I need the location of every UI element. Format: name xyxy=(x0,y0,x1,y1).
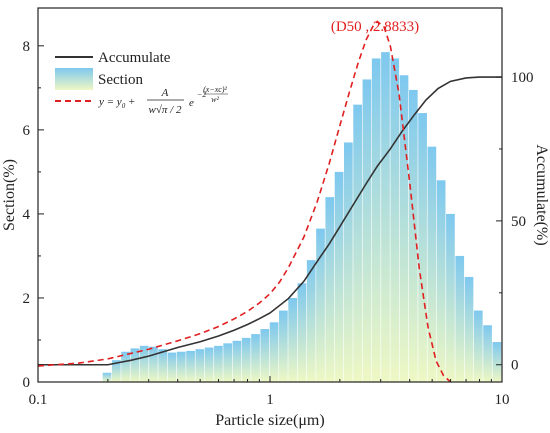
x-axis-title: Particle size(μm) xyxy=(215,412,324,429)
section-bar xyxy=(473,310,483,382)
d50-annotation: (D50 , 2.8833) xyxy=(331,19,419,35)
svg-text:y = y0 +: y = y0 + xyxy=(98,96,135,110)
section-bar xyxy=(251,334,260,382)
y-right-tick-label: 100 xyxy=(511,70,534,86)
section-bar xyxy=(436,180,446,382)
section-bar xyxy=(501,354,502,382)
section-bar xyxy=(306,260,316,382)
section-bar xyxy=(408,89,418,382)
section-bar xyxy=(232,340,242,382)
x-tick-label: 0.1 xyxy=(29,392,48,408)
section-bar xyxy=(455,255,465,382)
section-bar xyxy=(223,343,233,382)
section-bar xyxy=(399,75,409,382)
x-tick-label: 1 xyxy=(266,392,274,408)
section-bar xyxy=(269,322,279,382)
svg-text:(x−xc)²: (x−xc)² xyxy=(203,85,227,94)
svg-text:w²: w² xyxy=(211,95,219,104)
section-bar xyxy=(492,342,502,382)
svg-text:−2: −2 xyxy=(197,90,206,99)
section-bar xyxy=(530,378,539,382)
section-bar xyxy=(362,79,372,382)
accumulate-line xyxy=(38,76,502,366)
section-bar xyxy=(176,351,186,382)
y-axis-left-title: Section(%) xyxy=(1,159,18,231)
section-bar xyxy=(427,146,437,382)
y-right-tick-label: 0 xyxy=(511,358,519,374)
gaussian-fit-line xyxy=(38,20,452,382)
section-bar xyxy=(149,346,158,382)
legend-section-label: Section xyxy=(98,72,143,88)
section-bar xyxy=(418,113,427,382)
series-lines xyxy=(38,20,502,382)
section-bar xyxy=(390,58,400,382)
y-left-tick-label: 2 xyxy=(23,291,31,307)
section-bar xyxy=(371,58,381,382)
section-bar xyxy=(195,349,205,382)
section-bar xyxy=(121,351,130,382)
section-bar xyxy=(158,349,168,382)
section-bar xyxy=(344,142,353,382)
section-bar xyxy=(288,297,297,382)
section-bar xyxy=(111,360,121,382)
section-bar xyxy=(260,329,270,382)
section-bar xyxy=(186,350,195,382)
section-bar xyxy=(483,325,492,382)
section-bar xyxy=(316,228,325,382)
section-bar xyxy=(325,197,335,382)
section-bar xyxy=(297,283,307,382)
y-right-tick-label: 50 xyxy=(511,214,526,230)
legend-fit-formula: y = y0 + A w√π / 2 e −2 (x−xc)² w² xyxy=(98,85,228,116)
section-bar xyxy=(204,347,214,382)
svg-text:e: e xyxy=(189,97,194,109)
svg-text:A: A xyxy=(161,87,169,99)
y-left-tick-label: 4 xyxy=(23,207,31,223)
y-left-tick-label: 0 xyxy=(23,375,31,391)
section-bar xyxy=(353,104,362,382)
svg-text:w√π / 2: w√π / 2 xyxy=(149,104,182,116)
section-bar xyxy=(214,345,223,382)
section-bar xyxy=(102,372,112,382)
section-bar xyxy=(130,348,140,382)
section-bar xyxy=(167,352,177,382)
section-bar xyxy=(464,276,474,382)
section-bars xyxy=(102,52,539,382)
legend: Accumulate Section y = y0 + A w√π / 2 e … xyxy=(55,50,228,116)
legend-section-swatch xyxy=(55,68,93,90)
section-bar xyxy=(381,52,390,382)
section-bar xyxy=(241,337,251,382)
y-left-tick-label: 6 xyxy=(23,123,31,139)
x-tick-label: 10 xyxy=(495,392,510,408)
legend-accumulate-label: Accumulate xyxy=(98,50,171,66)
section-bar xyxy=(446,213,455,382)
section-bar xyxy=(279,310,288,382)
section-bar xyxy=(520,374,529,382)
y-left-tick-label: 8 xyxy=(23,39,31,55)
y-axis-right-title: Accumulate(%) xyxy=(533,144,550,245)
section-bar xyxy=(139,345,149,382)
section-bar xyxy=(334,171,344,382)
